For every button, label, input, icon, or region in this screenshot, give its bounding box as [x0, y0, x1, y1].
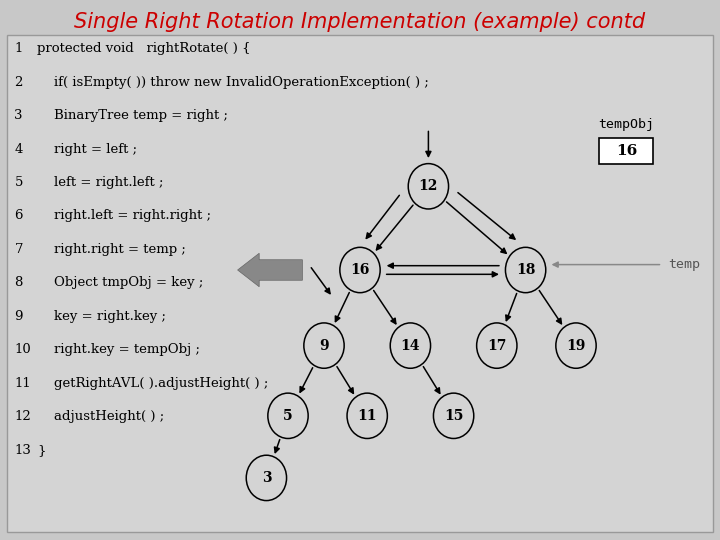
Text: 12: 12	[14, 410, 31, 423]
Text: 10: 10	[14, 343, 31, 356]
Text: Object tmpObj = key ;: Object tmpObj = key ;	[37, 276, 204, 289]
Text: left = right.left ;: left = right.left ;	[37, 176, 164, 189]
Text: 3: 3	[14, 109, 23, 122]
Text: 11: 11	[14, 377, 31, 390]
Ellipse shape	[408, 164, 449, 209]
Text: right.left = right.right ;: right.left = right.right ;	[37, 210, 212, 222]
Text: protected void   rightRotate( ) {: protected void rightRotate( ) {	[37, 42, 251, 55]
Ellipse shape	[347, 393, 387, 438]
FancyBboxPatch shape	[7, 35, 713, 532]
Ellipse shape	[477, 323, 517, 368]
Text: temp: temp	[668, 258, 700, 271]
Ellipse shape	[304, 323, 344, 368]
Text: 12: 12	[419, 179, 438, 193]
Text: if( isEmpty( )) throw new InvalidOperationException( ) ;: if( isEmpty( )) throw new InvalidOperati…	[37, 76, 429, 89]
FancyArrow shape	[238, 253, 302, 287]
FancyBboxPatch shape	[599, 138, 654, 164]
Ellipse shape	[340, 247, 380, 293]
Ellipse shape	[505, 247, 546, 293]
Text: right = left ;: right = left ;	[37, 143, 138, 156]
Text: }: }	[37, 444, 46, 457]
Text: 3: 3	[261, 471, 271, 485]
Text: adjustHeight( ) ;: adjustHeight( ) ;	[37, 410, 165, 423]
Text: 17: 17	[487, 339, 506, 353]
Ellipse shape	[246, 455, 287, 501]
Text: 19: 19	[567, 339, 585, 353]
Text: 16: 16	[616, 144, 637, 158]
Text: 5: 5	[14, 176, 23, 189]
Text: getRightAVL( ).adjustHeight( ) ;: getRightAVL( ).adjustHeight( ) ;	[37, 377, 269, 390]
Text: right.key = tempObj ;: right.key = tempObj ;	[37, 343, 200, 356]
Ellipse shape	[390, 323, 431, 368]
Text: BinaryTree temp = right ;: BinaryTree temp = right ;	[37, 109, 228, 122]
Text: 15: 15	[444, 409, 463, 423]
Text: 8: 8	[14, 276, 23, 289]
Text: 5: 5	[283, 409, 293, 423]
Text: 11: 11	[357, 409, 377, 423]
Text: 4: 4	[14, 143, 23, 156]
Text: 16: 16	[351, 263, 369, 277]
Text: 9: 9	[14, 310, 23, 323]
Text: 14: 14	[400, 339, 420, 353]
Text: tempObj: tempObj	[598, 118, 654, 131]
Text: 2: 2	[14, 76, 23, 89]
Text: 1: 1	[14, 42, 23, 55]
Text: 13: 13	[14, 444, 31, 457]
Text: key = right.key ;: key = right.key ;	[37, 310, 166, 323]
Text: 7: 7	[14, 243, 23, 256]
Ellipse shape	[268, 393, 308, 438]
Ellipse shape	[556, 323, 596, 368]
Ellipse shape	[433, 393, 474, 438]
Text: Single Right Rotation Implementation (example) contd: Single Right Rotation Implementation (ex…	[74, 11, 646, 32]
Text: right.right = temp ;: right.right = temp ;	[37, 243, 186, 256]
Text: 9: 9	[319, 339, 329, 353]
Text: 18: 18	[516, 263, 535, 277]
Text: 6: 6	[14, 210, 23, 222]
